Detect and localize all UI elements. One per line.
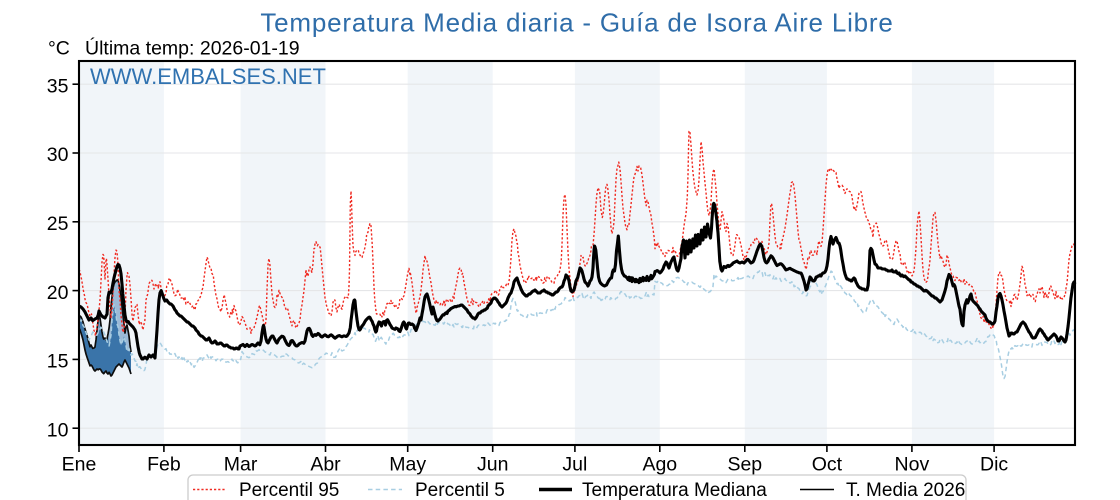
svg-text:10: 10	[47, 419, 69, 441]
svg-text:30: 30	[47, 144, 69, 166]
svg-text:Dic: Dic	[980, 454, 1008, 476]
svg-text:WWW.EMBALSES.NET: WWW.EMBALSES.NET	[90, 64, 326, 89]
svg-text:Jun: Jun	[477, 454, 508, 476]
svg-text:Mar: Mar	[224, 454, 258, 476]
svg-text:20: 20	[47, 282, 69, 304]
svg-text:Jul: Jul	[562, 454, 587, 476]
svg-text:35: 35	[47, 75, 69, 97]
svg-text:Percentil 5: Percentil 5	[415, 480, 505, 500]
svg-text:Oct: Oct	[812, 454, 843, 476]
svg-text:Sep: Sep	[727, 454, 762, 476]
svg-text:Última temp: 2026-01-19: Última temp: 2026-01-19	[85, 37, 300, 60]
svg-text:25: 25	[47, 213, 69, 235]
svg-text:Abr: Abr	[310, 454, 341, 476]
svg-text:Ene: Ene	[62, 454, 97, 476]
svg-text:15: 15	[47, 351, 69, 373]
svg-text:Percentil 95: Percentil 95	[239, 480, 339, 500]
svg-text:Feb: Feb	[147, 454, 181, 476]
svg-text:Ago: Ago	[642, 454, 677, 476]
svg-text:Temperatura Media diaria - Guí: Temperatura Media diaria - Guía de Isora…	[260, 8, 893, 38]
svg-text:T. Media 2026: T. Media 2026	[846, 480, 965, 500]
svg-text:Nov: Nov	[895, 454, 930, 476]
svg-text:May: May	[389, 454, 426, 476]
svg-text:°C: °C	[48, 38, 70, 60]
svg-text:Temperatura Mediana: Temperatura Mediana	[582, 480, 767, 500]
